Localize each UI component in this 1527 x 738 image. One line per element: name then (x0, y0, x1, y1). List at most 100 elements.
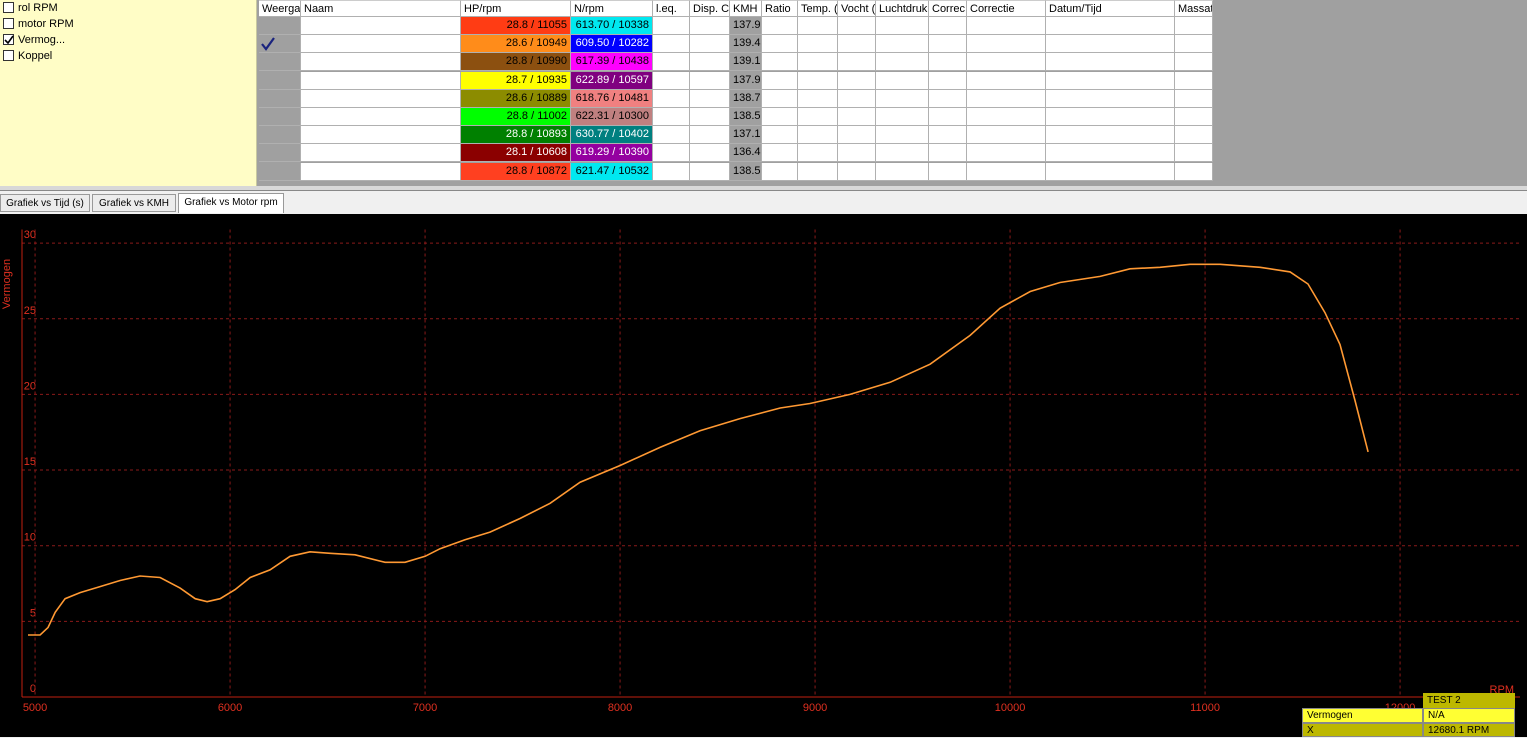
column-header[interactable]: Temp. ( (798, 0, 838, 17)
table-cell: 28.8 / 11055 (461, 17, 571, 35)
table-cell: 28.1 / 10608 (461, 144, 571, 163)
weergave-cell[interactable] (259, 35, 301, 54)
tab[interactable]: Grafiek vs Motor rpm (178, 193, 284, 213)
checkbox[interactable] (3, 50, 14, 61)
table-cell: 5.51 (1175, 144, 1213, 163)
column-header[interactable]: Ratio (762, 0, 798, 17)
column-header[interactable]: Weerga (259, 0, 301, 17)
cursor-cell: 12680.1 RPM (1423, 722, 1515, 737)
table-cell: .3 (653, 35, 690, 54)
table-cell: TEST_149 155 (301, 126, 461, 145)
table-cell: .3 (653, 71, 690, 90)
weergave-cell[interactable] (259, 17, 301, 35)
weergave-cell[interactable] (259, 108, 301, 126)
table-cell: 6.32 (762, 71, 798, 90)
column-header[interactable]: KMH (730, 0, 762, 17)
table-cell: Y (690, 17, 730, 35)
table-cell: 2-6-2018 13:13:20 (1046, 126, 1175, 145)
column-header[interactable]: HP/rpm (461, 0, 571, 17)
table-cell: 59.7 (838, 71, 876, 90)
table-cell: 6.31 (762, 108, 798, 126)
table-cell: 0.0 (798, 144, 838, 163)
column-header[interactable]: Massat (1175, 0, 1213, 17)
table-cell: 6.31 (762, 162, 798, 181)
column-header[interactable]: Luchtdruk (876, 0, 929, 17)
table-cell: 21.3 (798, 35, 838, 54)
table-cell: Y (690, 53, 730, 72)
x-tick-label: 11000 (1190, 702, 1220, 714)
checkbox[interactable] (3, 34, 14, 45)
table-cell: 138.7 (730, 89, 762, 108)
y-tick-label: 15 (24, 456, 36, 468)
column-header[interactable]: Correctie (967, 0, 1046, 17)
table-cell: 1016.5 (876, 162, 929, 181)
weergave-cell[interactable] (259, 53, 301, 72)
table-cell: 21.2 (798, 89, 838, 108)
column-header[interactable]: N/rpm (571, 0, 653, 17)
table-cell: TEST_156 148 (301, 17, 461, 35)
table-cell: 137.1 (730, 126, 762, 145)
table-cell: 6.29 (762, 89, 798, 108)
table-cell: 21.3 (798, 17, 838, 35)
checkbox[interactable] (3, 2, 14, 13)
table-cell: 5.51 (1175, 162, 1213, 181)
chart: 0 5 10 15 20 25 30 5000 6000 7000 8000 9000 10000 110… (0, 214, 1527, 737)
table-cell: 1016.4 (876, 89, 929, 108)
table-cell: DIN 70020 (967, 126, 1046, 145)
weergave-cell[interactable] (259, 162, 301, 181)
table-cell: 5.51 (1175, 89, 1213, 108)
checkbox[interactable] (3, 18, 14, 29)
checkbox-label: motor RPM (18, 18, 74, 30)
table-cell: 28.8 / 10990 (461, 53, 571, 72)
x-tick-label: 6000 (218, 702, 242, 714)
cursor-cell: X (1302, 722, 1423, 737)
table-cell: 28.8 / 10893 (461, 126, 571, 145)
table-cell: TEST_151 155 (301, 89, 461, 108)
table-cell: TEST_155 148 (301, 35, 461, 54)
table-cell: 1016.4 (876, 35, 929, 54)
weergave-cell[interactable] (259, 126, 301, 145)
column-header[interactable]: Vocht ( (838, 0, 876, 17)
table-cell: 60.7 (838, 162, 876, 181)
results-area: Weerga Naam HP/rpm N/rpm l.eq. Disp. C KMH Rati… (257, 0, 1527, 186)
table-cell: 1016.4 (876, 71, 929, 90)
table-cell: 0.999 (929, 126, 967, 145)
table-cell: 6.31 (762, 53, 798, 72)
table-cell: 59.8 (838, 53, 876, 72)
table-cell: 2-6-2018 14:03:42 (1046, 17, 1175, 35)
table-cell: 621.47 / 10532 (571, 162, 653, 181)
table-cell: 0.999 (929, 89, 967, 108)
table-cell: 21.2 (798, 108, 838, 126)
table-cell: 2-6-2018 13:13:36 (1046, 108, 1175, 126)
weergave-cell[interactable] (259, 89, 301, 108)
table-cell: 0 (838, 144, 876, 163)
table-cell: 618.76 / 10481 (571, 89, 653, 108)
table-cell: 5.51 (1175, 35, 1213, 54)
column-header[interactable]: Disp. C (690, 0, 730, 17)
table-cell: 138.5 (730, 108, 762, 126)
table-cell: 617.39 / 10438 (571, 53, 653, 72)
column-header[interactable]: Naam (301, 0, 461, 17)
table-cell: Y (690, 108, 730, 126)
column-header[interactable]: Datum/Tijd (1046, 0, 1175, 17)
weergave-cell[interactable] (259, 144, 301, 163)
table-cell: 60.6 (838, 89, 876, 108)
table-cell: 5.51 (1175, 53, 1213, 72)
weergave-cell[interactable] (259, 71, 301, 90)
y-tick-label: 20 (24, 380, 36, 392)
table-cell: 139.4 (730, 35, 762, 54)
table-cell: 6.31 (762, 17, 798, 35)
table-cell: 6.32 (762, 144, 798, 163)
table-cell: 622.89 / 10597 (571, 71, 653, 90)
table-cell: .3 (653, 17, 690, 35)
table-cell: Y (690, 71, 730, 90)
tab[interactable]: Grafiek vs Tijd (s) (0, 194, 90, 212)
table-cell: 5.51 (1175, 17, 1213, 35)
column-header[interactable]: Correc (929, 0, 967, 17)
table-cell: 613.70 / 10338 (571, 17, 653, 35)
column-header[interactable]: l.eq. (653, 0, 690, 17)
table-cell: .3 (653, 144, 690, 163)
y-tick-label: 10 (24, 532, 36, 544)
tab[interactable]: Grafiek vs KMH (92, 194, 176, 212)
table-cell: 2-6-2018 13:13:55 (1046, 89, 1175, 108)
